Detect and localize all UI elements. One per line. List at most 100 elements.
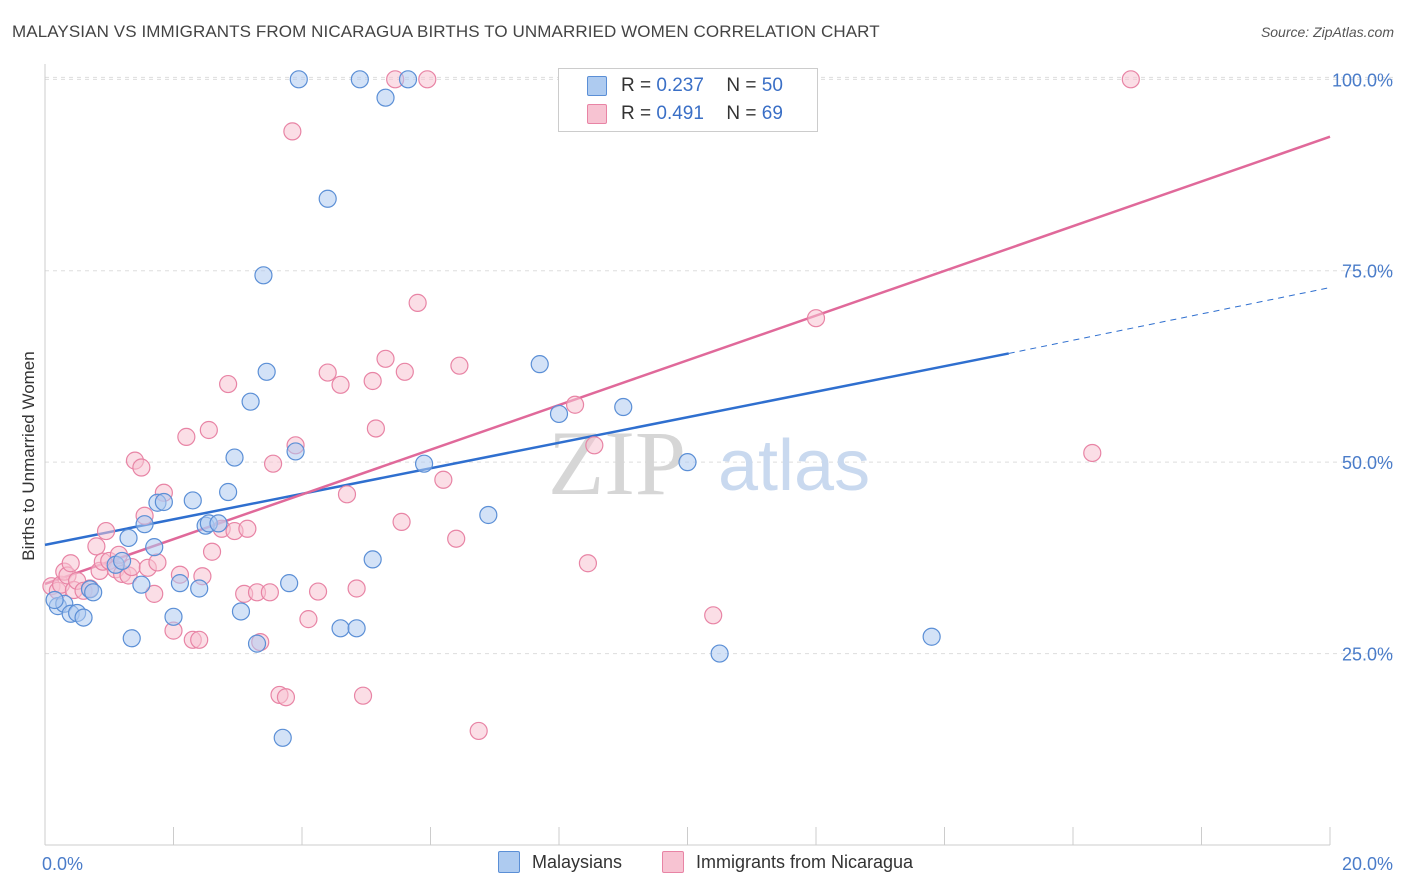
nicaragua-point (447, 529, 466, 548)
malaysian-point (347, 619, 366, 638)
nicaragua-point (299, 610, 318, 629)
malaysian-point (254, 266, 273, 285)
nicaragua-point (96, 521, 116, 541)
watermark-atlas: atlas (718, 426, 870, 506)
malaysian-point (231, 602, 251, 621)
watermark: ZIP atlas (548, 412, 870, 514)
y-tick-label: 25.0% (1342, 645, 1393, 665)
legend-n-value: 69 (761, 103, 783, 124)
nicaragua-point (363, 371, 382, 391)
malaysian-point (376, 88, 395, 107)
legend-r-value: 0.491 (656, 103, 704, 124)
malaysian-point (257, 362, 276, 381)
malaysian-point (183, 491, 202, 510)
y-tick-label: 75.0% (1342, 262, 1393, 282)
malaysian-point (225, 448, 244, 467)
nicaragua-point (353, 686, 373, 705)
malaysian-point (398, 70, 418, 89)
nicaragua-point (578, 554, 598, 573)
malaysian-point (119, 528, 138, 548)
nicaragua-point (408, 293, 427, 312)
watermark-zip: ZIP (548, 412, 686, 514)
legend-r-value: 0.237 (656, 75, 704, 96)
nicaragua-point (260, 583, 279, 602)
series-legend: Malaysians Immigrants from Nicaragua (0, 851, 1406, 879)
nicaragua-point (585, 436, 604, 455)
nicaragua-point (177, 427, 196, 446)
legend-label: Malaysians (532, 851, 623, 872)
nicaragua-point (145, 584, 164, 603)
nicaragua-point (238, 519, 257, 538)
malaysian-point (74, 608, 93, 627)
malaysian-point (614, 397, 633, 417)
nicaragua-point (219, 374, 238, 394)
malaysian-point (530, 355, 549, 374)
y-axis-title: Births to Unmarried Women (19, 351, 38, 560)
source-label: Source: ZipAtlas.com (1260, 24, 1394, 40)
malaysian-point (132, 575, 151, 594)
legend-item-malaysians[interactable]: Malaysians (498, 851, 622, 873)
malaysian-point (318, 189, 337, 208)
nicaragua-point (331, 375, 350, 394)
malaysian-point (710, 644, 729, 663)
malaysian-point (84, 583, 103, 602)
axes (44, 64, 1331, 846)
legend-r-label: R = (621, 103, 652, 124)
nicaragua-point (263, 454, 283, 473)
nicaragua-point (1083, 443, 1102, 463)
nicaragua-point (376, 349, 395, 368)
legend-swatch-blue (587, 76, 607, 96)
nicaragua-point (1121, 70, 1140, 89)
malaysian-point (280, 574, 299, 593)
legend-row-malaysians: R = 0.237 N = 50 (587, 73, 783, 99)
malaysian-point (145, 538, 164, 557)
legend-n-value: 50 (761, 75, 783, 96)
nicaragua-point (148, 553, 167, 572)
malaysian-point (135, 515, 154, 534)
nicaragua-point (308, 582, 328, 601)
y-tick-label: 100.0% (1332, 70, 1393, 90)
nicaragua-point (61, 554, 80, 573)
malaysian-point (112, 551, 132, 571)
legend-item-nicaragua[interactable]: Immigrants from Nicaragua (662, 851, 913, 873)
nicaragua-point (337, 485, 357, 504)
malaysian-point (273, 728, 292, 747)
nicaragua-point (395, 362, 414, 381)
malaysian-point (414, 454, 434, 473)
malaysian-point (170, 574, 190, 593)
malaysian-point (286, 442, 305, 461)
malaysian-point (678, 453, 697, 472)
malaysians-trendline (44, 352, 1009, 547)
malaysian-point (164, 607, 183, 626)
malaysian-point (247, 634, 267, 653)
x-tick-label: 0.0% (42, 854, 83, 874)
malaysian-point (241, 392, 260, 411)
nicaragua-point (450, 356, 469, 375)
legend-n-label: N = (726, 103, 757, 124)
nicaragua-point (434, 470, 453, 489)
malaysian-point (549, 404, 569, 424)
nicaragua-point (347, 579, 366, 598)
nicaragua-point (806, 309, 826, 328)
y-tick-label: 50.0% (1342, 453, 1393, 473)
legend-swatch-pink (662, 851, 684, 873)
legend-r-label: R = (621, 75, 652, 96)
trendlines (44, 135, 1331, 586)
nicaragua-point (276, 688, 296, 707)
data-points (42, 70, 1140, 747)
legend-swatch-blue (498, 851, 520, 873)
malaysian-point (289, 70, 308, 89)
nicaragua-point (283, 122, 302, 141)
gridlines (45, 76, 1395, 655)
nicaragua-point (190, 630, 209, 649)
malaysian-point (154, 492, 173, 512)
nicaragua-point (392, 512, 411, 531)
nicaragua-point (704, 606, 723, 625)
tick-labels: 25.0% 50.0% 75.0% 100.0% 0.0% 20.0% (42, 70, 1393, 874)
legend-swatch-pink (587, 104, 607, 124)
stats-legend: R = 0.237 N = 50 R = 0.491 N = 69 (558, 68, 818, 132)
malaysian-point (331, 619, 350, 638)
malaysian-point (363, 550, 382, 569)
nicaragua-point (469, 721, 488, 741)
